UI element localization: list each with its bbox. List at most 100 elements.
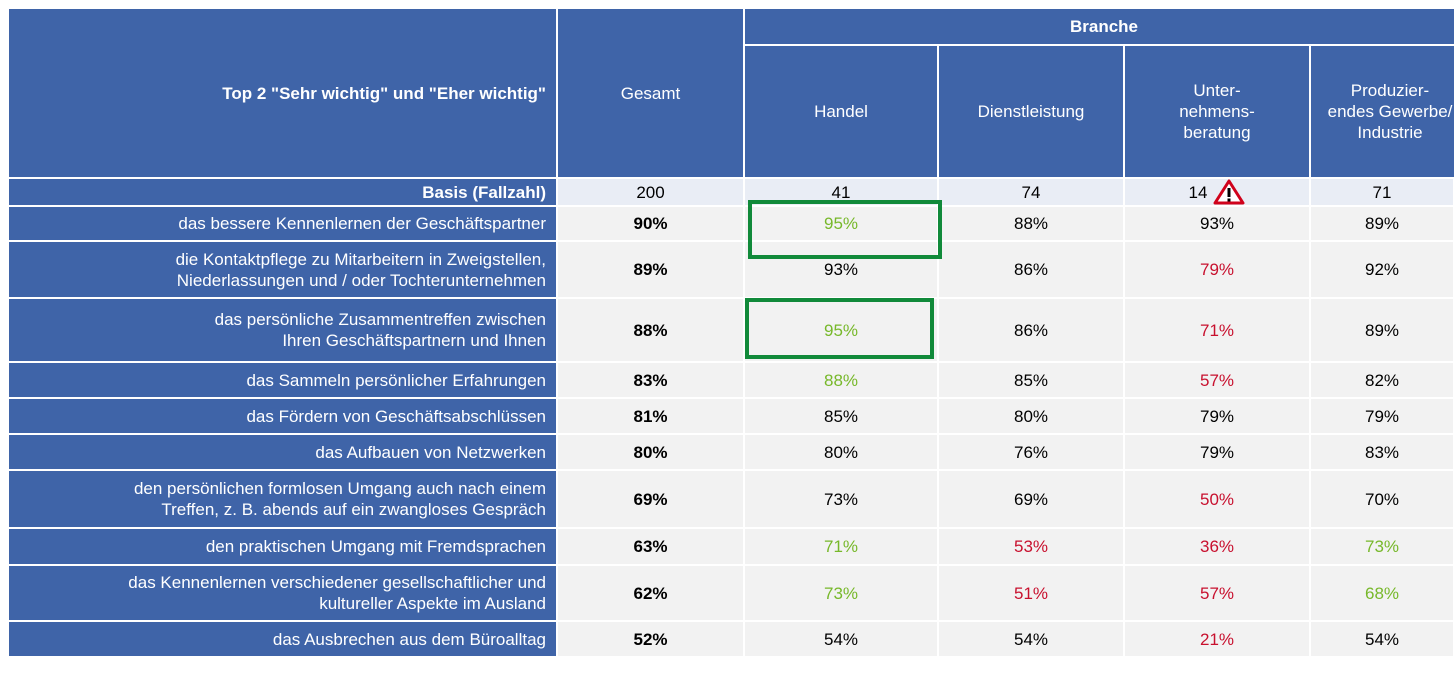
row-label: das Sammeln persönlicher Erfahrungen: [8, 362, 557, 398]
cell-text: 80%: [1013, 406, 1049, 426]
cell-text: Basis (Fallzahl): [422, 182, 546, 202]
cell-text: 51%: [1013, 583, 1049, 603]
value-cell: 90%: [557, 206, 744, 241]
cell-text: 88%: [1013, 214, 1049, 233]
cell-text: 88%: [633, 320, 668, 340]
cell-text: 95%: [823, 214, 859, 233]
cell-text: das Sammeln persönlicher Erfahrungen: [246, 370, 546, 390]
cell-text: 69%: [1013, 489, 1049, 509]
value-cell: 54%: [938, 621, 1124, 657]
cell-text: Handel: [814, 102, 868, 121]
cell-text: 86%: [1013, 260, 1049, 279]
cell-text: 76%: [1013, 442, 1049, 462]
cell-text: 93%: [823, 260, 859, 279]
column-header: Gesamt: [557, 8, 744, 178]
basis-value: 41: [744, 178, 938, 206]
cell-text: 95%: [823, 320, 859, 340]
value-cell: 36%: [1124, 528, 1310, 565]
cell-text: 89%: [633, 260, 668, 279]
cell-text: 41: [831, 182, 851, 202]
cell-text: 89%: [1364, 320, 1400, 340]
value-cell: 80%: [744, 434, 938, 470]
value-cell: 81%: [557, 398, 744, 434]
value-cell: 89%: [1310, 206, 1454, 241]
cell-text: 81%: [633, 406, 668, 426]
cell-text: 85%: [1013, 370, 1049, 390]
cell-text: 85%: [823, 406, 859, 426]
value-cell: 88%: [938, 206, 1124, 241]
value-cell: 63%: [557, 528, 744, 565]
value-cell: 88%: [557, 298, 744, 362]
cell-text: Unter- nehmens- beratung: [1179, 81, 1255, 142]
cell-text: 71%: [823, 537, 859, 556]
cell-text: 36%: [1199, 537, 1235, 556]
cell-text: 69%: [633, 489, 668, 509]
value-cell: 95%: [744, 206, 938, 241]
cell-text: 73%: [823, 489, 859, 509]
row-label: das bessere Kennenlernen der Geschäftspa…: [8, 206, 557, 241]
value-cell: 79%: [1124, 434, 1310, 470]
value-cell: 86%: [938, 298, 1124, 362]
cell-text: das Fördern von Geschäftsabschlüssen: [246, 406, 546, 426]
value-cell: 93%: [744, 241, 938, 298]
cell-text: 54%: [823, 629, 859, 649]
value-cell: 80%: [557, 434, 744, 470]
value-cell: 80%: [938, 398, 1124, 434]
basis-value: 14: [1124, 178, 1310, 206]
cell-text: 14: [1188, 182, 1208, 202]
value-cell: 69%: [557, 470, 744, 528]
value-cell: 93%: [1124, 206, 1310, 241]
cell-text: Top 2 "Sehr wichtig" und "Eher wichtig": [222, 83, 546, 103]
value-cell: 88%: [744, 362, 938, 398]
cell-text: 62%: [633, 583, 668, 603]
cell-text: 50%: [1199, 489, 1235, 509]
warning-icon: [1213, 179, 1245, 205]
value-cell: 69%: [938, 470, 1124, 528]
cell-text: das persönliche Zusammentreffen zwischen…: [214, 310, 546, 350]
basis-value: 71: [1310, 178, 1454, 206]
value-cell: 54%: [1310, 621, 1454, 657]
cell-text: 57%: [1199, 370, 1235, 390]
value-cell: 71%: [744, 528, 938, 565]
value-cell: 73%: [744, 565, 938, 621]
cell-text: das bessere Kennenlernen der Geschäftspa…: [178, 214, 546, 233]
row-label: den persönlichen formlosen Umgang auch n…: [8, 470, 557, 528]
value-cell: 21%: [1124, 621, 1310, 657]
cell-text: 52%: [633, 629, 668, 649]
cell-text: 86%: [1013, 320, 1049, 340]
basis-value: 200: [557, 178, 744, 206]
value-cell: 51%: [938, 565, 1124, 621]
cell-text: den praktischen Umgang mit Fremdsprachen: [205, 537, 546, 556]
cell-text: 73%: [1364, 537, 1400, 556]
cell-text: 21%: [1199, 629, 1235, 649]
value-cell: 73%: [744, 470, 938, 528]
cell-text: 70%: [1364, 489, 1400, 509]
cell-text: Dienstleistung: [977, 102, 1085, 121]
cell-text: 79%: [1199, 442, 1235, 462]
row-label: das persönliche Zusammentreffen zwischen…: [8, 298, 557, 362]
cell-text: das Ausbrechen aus dem Büroalltag: [272, 629, 546, 649]
cell-text: 80%: [633, 442, 668, 462]
cell-text: 63%: [633, 537, 668, 556]
cell-text: 83%: [1364, 442, 1400, 462]
value-cell: 83%: [1310, 434, 1454, 470]
cell-text: 88%: [823, 370, 859, 390]
cell-text: 68%: [1364, 583, 1400, 603]
value-cell: 53%: [938, 528, 1124, 565]
row-label: das Fördern von Geschäftsabschlüssen: [8, 398, 557, 434]
cell-text: die Kontaktpflege zu Mitarbeitern in Zwe…: [175, 249, 546, 290]
value-cell: 76%: [938, 434, 1124, 470]
cell-text: 92%: [1364, 260, 1400, 279]
row-label: das Kennenlernen verschiedener gesellsch…: [8, 565, 557, 621]
column-header: Dienstleistung: [938, 45, 1124, 178]
row-label: den praktischen Umgang mit Fremdsprachen: [8, 528, 557, 565]
cell-text: 200: [636, 182, 665, 202]
column-header: Unter- nehmens- beratung: [1124, 45, 1310, 178]
value-cell: 50%: [1124, 470, 1310, 528]
cell-text: 74: [1021, 182, 1041, 202]
column-header: Produzier- endes Gewerbe/ Industrie: [1310, 45, 1454, 178]
row-label: das Ausbrechen aus dem Büroalltag: [8, 621, 557, 657]
value-cell: 62%: [557, 565, 744, 621]
header-title: Top 2 "Sehr wichtig" und "Eher wichtig": [8, 8, 557, 178]
